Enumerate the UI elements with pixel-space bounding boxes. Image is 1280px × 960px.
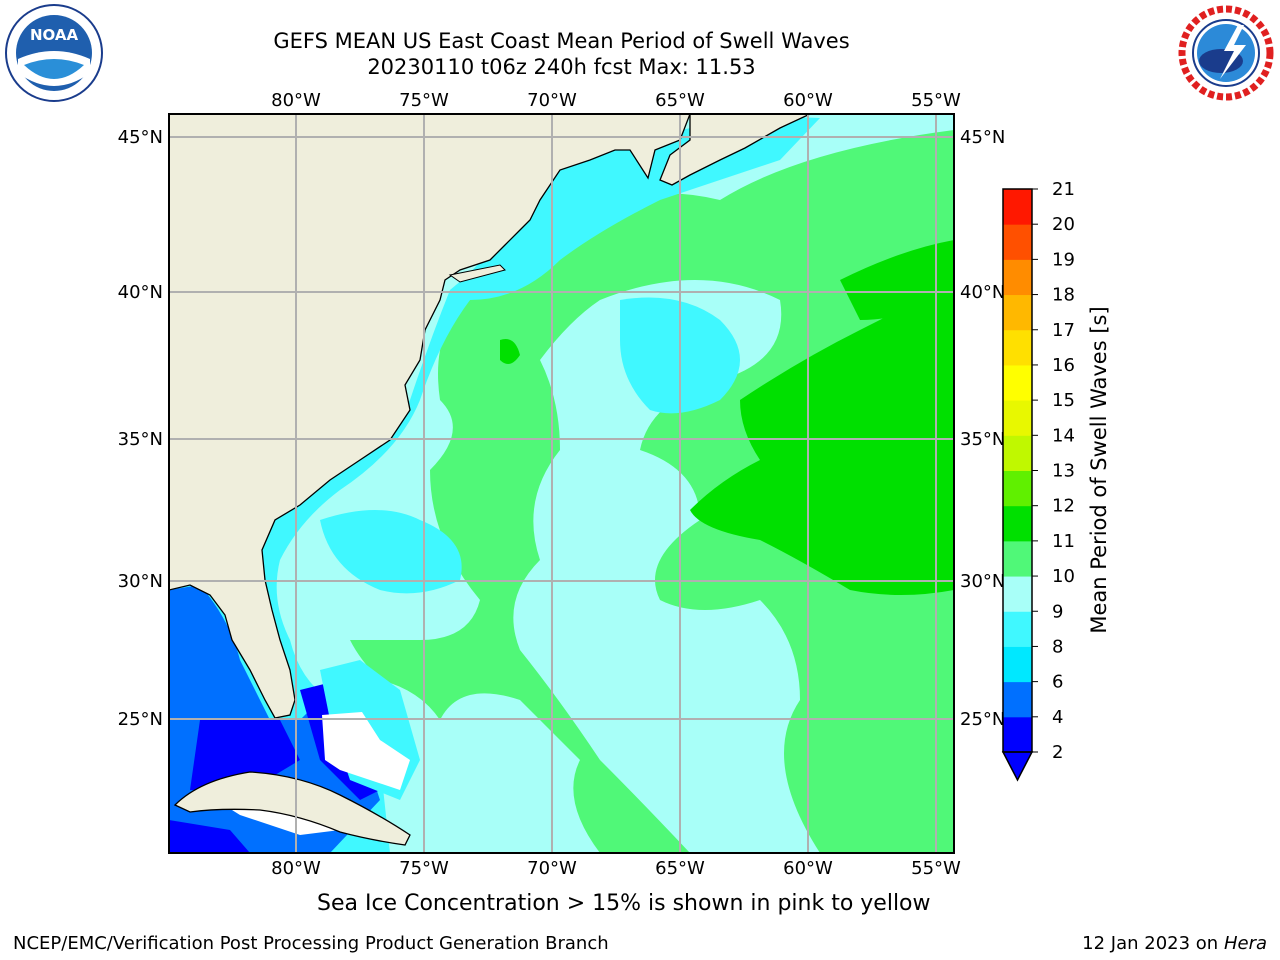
colorbar-segment bbox=[1003, 364, 1032, 401]
colorbar-tick-label: 18 bbox=[1052, 285, 1075, 306]
noaa-logo: NOAA bbox=[5, 4, 103, 102]
colorbar-tick-label: 14 bbox=[1052, 425, 1075, 446]
colorbar-segment bbox=[1003, 540, 1032, 577]
lon-label-top: 60°W bbox=[783, 90, 833, 111]
colorbar-segment bbox=[1003, 470, 1032, 507]
lat-label-left: 45°N bbox=[118, 127, 163, 148]
graticule bbox=[169, 114, 954, 853]
colorbar-segment bbox=[1003, 329, 1032, 366]
colorbar-segment bbox=[1003, 189, 1032, 225]
lon-label-bottom: 75°W bbox=[399, 858, 449, 879]
colorbar-tick-label: 20 bbox=[1052, 214, 1075, 235]
land-cuba bbox=[173, 771, 411, 846]
land-north-america bbox=[169, 114, 691, 719]
lon-label-top: 70°W bbox=[527, 90, 577, 111]
swell-region-lightblue-middle bbox=[513, 280, 820, 853]
land-nova-scotia bbox=[659, 114, 811, 186]
colorbar-tick-label: 8 bbox=[1052, 636, 1063, 657]
lon-label-bottom: 60°W bbox=[783, 858, 833, 879]
swell-region-bright-green bbox=[690, 280, 954, 595]
lat-label-right: 35°N bbox=[960, 429, 1005, 450]
colorbar-label: Mean Period of Swell Waves [s] bbox=[1087, 306, 1111, 633]
lon-label-top: 80°W bbox=[271, 90, 321, 111]
lon-label-top: 65°W bbox=[655, 90, 705, 111]
masked-region-bahamas-banks bbox=[322, 712, 410, 790]
swell-region-deepblue-caribbean bbox=[169, 820, 250, 853]
footer-host: Hera bbox=[1223, 933, 1267, 954]
map-title: GEFS MEAN US East Coast Mean Period of S… bbox=[273, 29, 850, 53]
colorbar-tick-label: 11 bbox=[1052, 531, 1075, 552]
colorbar-segment bbox=[1003, 576, 1032, 612]
colorbar-tick-label: 21 bbox=[1052, 179, 1075, 200]
swell-region-bright-green-2 bbox=[840, 240, 954, 320]
colorbar-segment bbox=[1003, 435, 1032, 471]
colorbar-tick-label: 15 bbox=[1052, 390, 1075, 411]
colorbar-tick-label: 10 bbox=[1052, 566, 1075, 587]
colorbar-tick-label: 19 bbox=[1052, 249, 1075, 270]
colorbar-segment bbox=[1003, 259, 1032, 296]
colorbar-under-arrow bbox=[1001, 751, 1034, 782]
noaa-logo-text: NOAA bbox=[30, 26, 79, 44]
lat-label-right: 30°N bbox=[960, 571, 1005, 592]
colorbar-segment bbox=[1003, 400, 1032, 436]
colorbar-tick-label: 13 bbox=[1052, 461, 1075, 482]
lat-label-left: 35°N bbox=[118, 429, 163, 450]
colorbar-tick-label: 6 bbox=[1052, 672, 1063, 693]
swell-region-cyan-gulf bbox=[320, 510, 462, 594]
lat-label-right: 45°N bbox=[960, 127, 1005, 148]
colorbar-tick-label: 12 bbox=[1052, 496, 1075, 517]
footer-date: 12 Jan 2023 on Hera bbox=[1082, 933, 1267, 955]
colorbar-tick-label: 9 bbox=[1052, 601, 1063, 622]
colorbar-segment bbox=[1003, 294, 1032, 331]
colorbar-segment bbox=[1003, 611, 1032, 647]
lat-label-left: 25°N bbox=[118, 709, 163, 730]
nws-logo bbox=[1178, 5, 1274, 101]
lon-label-bottom: 55°W bbox=[911, 858, 961, 879]
colorbar-segment bbox=[1003, 716, 1032, 753]
lon-label-top: 55°W bbox=[911, 90, 961, 111]
colorbar-tick-label: 2 bbox=[1052, 742, 1063, 763]
colorbar-segment bbox=[1003, 646, 1032, 683]
lat-label-left: 30°N bbox=[118, 571, 163, 592]
swell-region-deepblue-gulf bbox=[190, 720, 300, 790]
lat-label-left: 40°N bbox=[118, 282, 163, 303]
colorbar-tick-label: 4 bbox=[1052, 707, 1063, 728]
lon-label-bottom: 65°W bbox=[655, 858, 705, 879]
footer-credit: NCEP/EMC/Verification Post Processing Pr… bbox=[13, 933, 609, 954]
colorbar-segment bbox=[1003, 681, 1032, 718]
lat-label-right: 40°N bbox=[960, 282, 1005, 303]
colorbar: 2 4 6 8 9 10 11 12 13 14 15 16 17 18 19 20 21 bbox=[1001, 179, 1075, 782]
lon-label-bottom: 80°W bbox=[271, 858, 321, 879]
colorbar-segment bbox=[1003, 505, 1032, 542]
colorbar-segment bbox=[1003, 224, 1032, 260]
land-long-island bbox=[448, 264, 506, 283]
footer-date-text: 12 Jan 2023 on bbox=[1082, 933, 1219, 954]
map-frame bbox=[168, 113, 955, 854]
colorbar-tick-label: 16 bbox=[1052, 355, 1075, 376]
lon-label-bottom: 70°W bbox=[527, 858, 577, 879]
lat-label-right: 25°N bbox=[960, 709, 1005, 730]
map-subtitle: 20230110 t06z 240h fcst Max: 11.53 bbox=[367, 55, 756, 79]
lon-label-top: 75°W bbox=[399, 90, 449, 111]
colorbar-tick-label: 17 bbox=[1052, 320, 1075, 341]
swell-region-bright-green-3 bbox=[500, 339, 520, 364]
sea-ice-note: Sea Ice Concentration > 15% is shown in … bbox=[317, 891, 931, 916]
